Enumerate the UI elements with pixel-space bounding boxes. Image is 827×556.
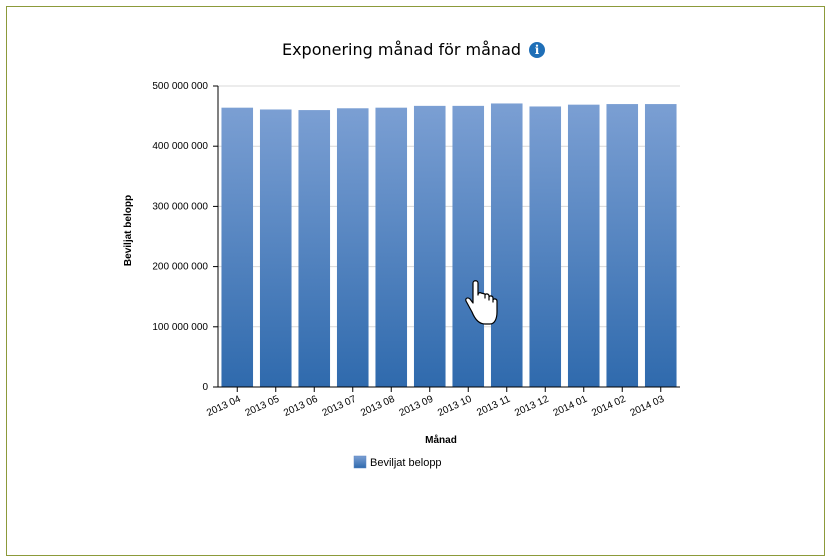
bar[interactable] xyxy=(529,106,562,387)
hand-pointer-shape xyxy=(465,280,498,325)
x-axis-title: Månad xyxy=(425,434,457,446)
bar[interactable] xyxy=(644,104,677,387)
info-icon[interactable]: i xyxy=(529,41,546,58)
y-tick-label: 0 xyxy=(202,382,208,393)
bar[interactable] xyxy=(259,109,292,387)
y-tick-label: 100 000 000 xyxy=(152,322,208,333)
x-tick-label: 2013 08 xyxy=(359,394,397,419)
y-tick-label: 500 000 000 xyxy=(152,81,208,92)
x-tick-label: 2013 04 xyxy=(205,394,243,419)
bar[interactable] xyxy=(606,104,639,387)
y-tick-label: 400 000 000 xyxy=(152,141,208,152)
x-tick-label: 2013 05 xyxy=(244,394,282,419)
x-tick-label: 2014 01 xyxy=(552,394,590,419)
legend-swatch[interactable] xyxy=(353,455,367,469)
x-tick-label: 2013 06 xyxy=(282,394,320,419)
bar[interactable] xyxy=(336,108,369,388)
bar[interactable] xyxy=(413,105,446,387)
chart-title: Exponering månad för månad xyxy=(281,40,522,59)
legend-label[interactable]: Beviljat belopp xyxy=(370,457,442,469)
bar[interactable] xyxy=(567,104,600,388)
bar[interactable] xyxy=(221,107,254,387)
x-tick-label: 2013 09 xyxy=(398,394,436,419)
bar[interactable] xyxy=(298,110,331,387)
chart-header: Exponering månad för månad i xyxy=(0,40,827,59)
axes xyxy=(213,85,680,392)
x-tick-label: 2014 03 xyxy=(629,394,667,419)
x-tick-label: 2013 07 xyxy=(321,394,359,419)
bars xyxy=(221,103,677,388)
x-tick-label: 2014 02 xyxy=(590,394,628,419)
bar[interactable] xyxy=(452,105,485,387)
grid-lines xyxy=(218,85,680,328)
x-tick-label: 2013 11 xyxy=(475,394,512,419)
x-tick-label: 2013 10 xyxy=(436,394,474,419)
bar[interactable] xyxy=(490,103,523,387)
y-tick-label: 300 000 000 xyxy=(152,201,208,212)
hand-pointer-icon xyxy=(465,280,498,325)
y-tick-label: 200 000 000 xyxy=(152,262,208,273)
bar[interactable] xyxy=(375,107,408,387)
x-tick-label: 2013 12 xyxy=(513,394,551,419)
y-axis-title: Beviljat belopp xyxy=(123,195,134,266)
legend: Beviljat belopp xyxy=(353,455,442,469)
